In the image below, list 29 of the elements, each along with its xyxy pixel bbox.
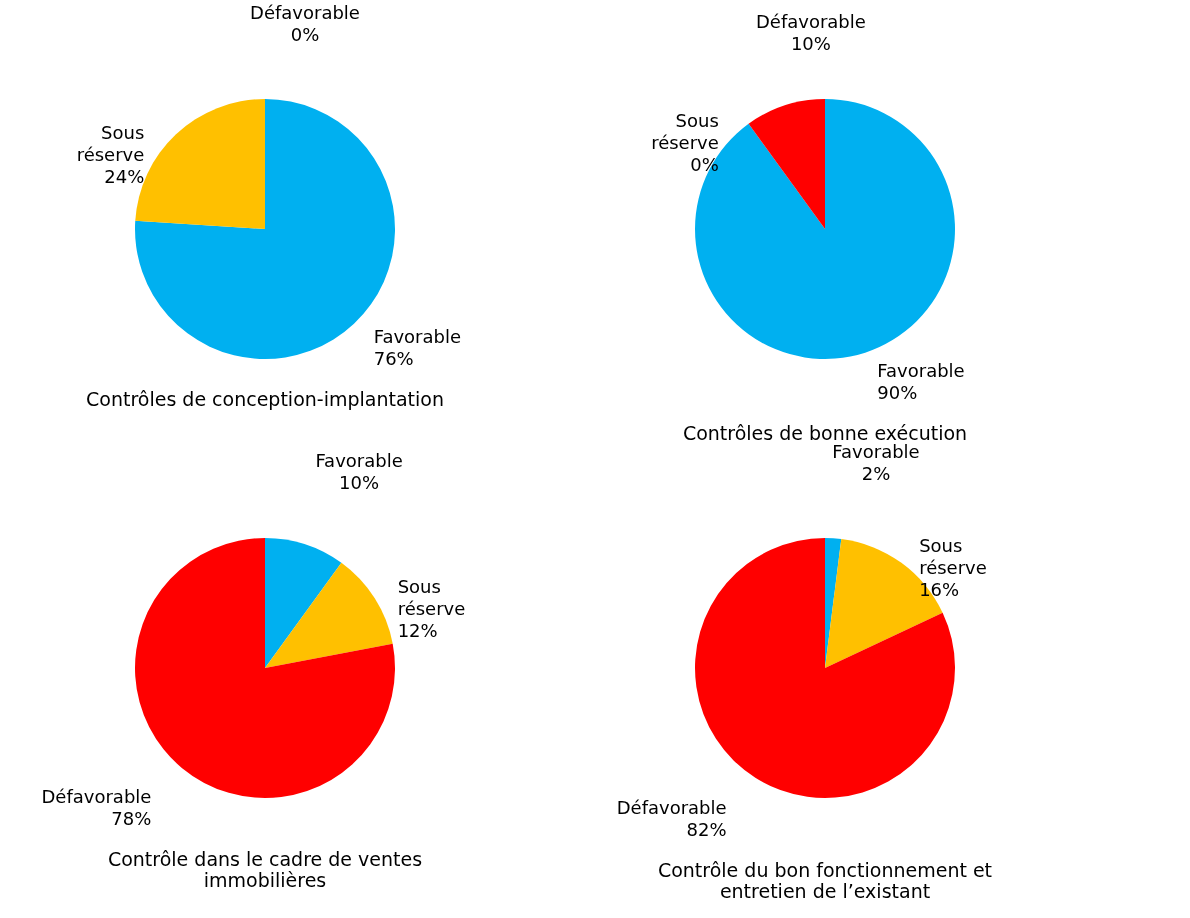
slice-label: Sous réserve: [919, 534, 987, 578]
slice-label: Sous réserve: [397, 575, 466, 619]
data-label: 12%: [397, 619, 438, 641]
slice-label: Défavorable: [41, 785, 152, 807]
slice-label: Favorable: [832, 441, 920, 463]
slice-label: Favorable: [373, 326, 462, 348]
text: Contrôles de conception-implantation: [86, 388, 444, 411]
slice-label: Favorable: [877, 359, 965, 381]
pie-slice: [265, 562, 393, 668]
data-label: 24%: [104, 165, 145, 187]
data-label: 90%: [877, 381, 918, 403]
category-label: Défavorable: [250, 2, 360, 23]
data-label: 10%: [790, 32, 831, 54]
data-label: 2%: [861, 463, 891, 485]
text: Contrôle dans le cadre de ventes immobilières: [107, 847, 423, 891]
data-label: 76%: [373, 348, 414, 370]
pie-slice: [748, 99, 825, 229]
text: 0%: [290, 24, 320, 45]
text: Contrôle du bon fonctionnement et entretien de l’existant: [657, 858, 993, 902]
slice-label: Défavorable: [616, 796, 727, 818]
data-label: 78%: [111, 807, 152, 829]
category-label: Sous réserve: [651, 109, 719, 153]
text: Contrôles de bonne exécution: [682, 421, 968, 444]
slice-label: Sous réserve: [76, 121, 145, 165]
data-label: 10%: [339, 471, 380, 493]
slice-label: Défavorable: [755, 10, 866, 32]
slice-label: Favorable: [315, 449, 403, 471]
pie-slice: [265, 538, 342, 668]
data-label: 82%: [686, 818, 727, 840]
